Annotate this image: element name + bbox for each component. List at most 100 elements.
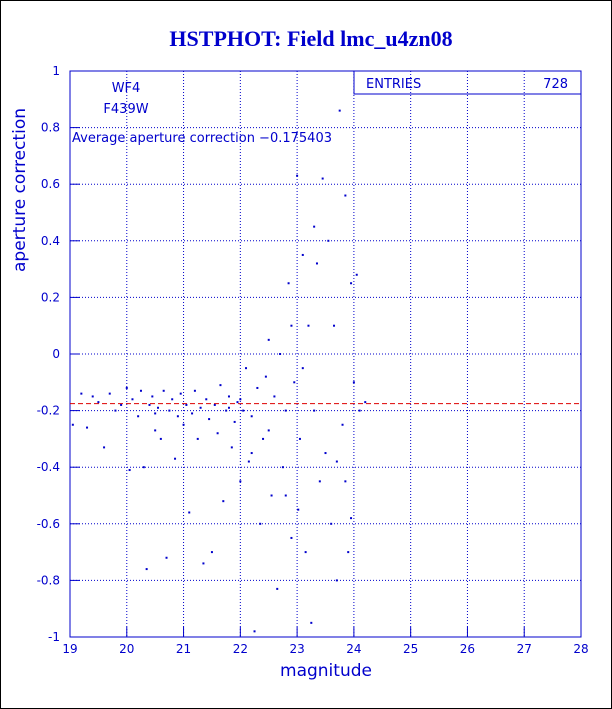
point (80, 392, 83, 395)
point (279, 353, 282, 355)
x-tick-label: 24 (346, 642, 361, 656)
point (199, 406, 202, 409)
point (154, 412, 157, 415)
point (222, 500, 225, 503)
point (301, 367, 304, 370)
point (310, 621, 313, 624)
point (208, 418, 211, 421)
point (168, 409, 171, 412)
point (333, 324, 336, 327)
point (148, 403, 151, 406)
point (293, 381, 296, 384)
point (176, 415, 179, 418)
point (250, 415, 253, 418)
point (327, 239, 330, 242)
point (290, 324, 293, 327)
x-tick-label: 28 (573, 642, 588, 656)
point (262, 437, 265, 440)
y-tick-label: 0.4 (41, 234, 60, 248)
point (364, 401, 367, 404)
point (191, 412, 194, 415)
point (233, 420, 236, 423)
point (264, 375, 267, 378)
point (120, 403, 123, 406)
point (242, 409, 245, 412)
point (290, 536, 293, 539)
point (358, 409, 361, 412)
point (210, 551, 213, 554)
point (297, 508, 300, 511)
x-tick-label: 19 (62, 642, 77, 656)
y-tick-label: 0.6 (41, 177, 60, 191)
y-tick-label: 1 (52, 64, 60, 78)
annotation: Average aperture correction −0.175403 (72, 131, 332, 146)
point (281, 466, 284, 469)
x-tick-label: 20 (119, 642, 134, 656)
point (171, 398, 174, 401)
x-axis-label: magnitude (280, 661, 372, 681)
point (128, 469, 131, 472)
point (86, 426, 89, 429)
point (230, 446, 233, 449)
point (137, 415, 140, 418)
point (159, 437, 162, 440)
point (236, 401, 239, 404)
point (330, 522, 333, 525)
y-tick-label: -0.4 (37, 460, 60, 474)
point (350, 517, 353, 520)
point (313, 225, 316, 228)
point (165, 556, 168, 559)
point (151, 395, 154, 398)
point (284, 494, 287, 497)
annotation: F439W (103, 102, 148, 117)
point (97, 401, 100, 404)
point (318, 480, 321, 483)
point (71, 423, 74, 426)
y-tick-label: 0 (52, 347, 60, 361)
stats-value: 728 (543, 77, 568, 92)
point (284, 409, 287, 412)
stats-label: ENTRIES (366, 77, 421, 92)
point (287, 282, 290, 285)
point (114, 409, 117, 412)
point (213, 403, 216, 406)
point (298, 437, 301, 440)
point (205, 398, 208, 401)
plot-frame (69, 70, 582, 638)
point (267, 338, 270, 341)
point (188, 511, 191, 514)
point (131, 398, 134, 401)
point (355, 273, 358, 276)
x-tick-label: 22 (233, 642, 248, 656)
y-axis-label: aperture correction (10, 108, 30, 272)
point (273, 395, 276, 398)
point (350, 282, 353, 285)
point (139, 389, 142, 392)
point (125, 386, 128, 389)
x-tick-label: 27 (517, 642, 532, 656)
point (247, 460, 250, 463)
y-tick-label: -1 (48, 630, 60, 644)
point (250, 452, 253, 455)
y-tick-label: -0.6 (37, 517, 60, 531)
point (216, 432, 219, 435)
point (91, 395, 94, 398)
point (239, 480, 242, 483)
point (276, 587, 279, 590)
x-tick-label: 21 (176, 642, 191, 656)
point (225, 409, 228, 412)
point (196, 437, 199, 440)
point (335, 460, 338, 463)
point (145, 568, 148, 571)
point (324, 452, 327, 455)
point (174, 457, 177, 460)
point (313, 409, 316, 412)
x-tick-label: 25 (403, 642, 418, 656)
point (142, 466, 145, 469)
point (301, 253, 304, 256)
point (344, 194, 347, 197)
y-tick-label: -0.8 (37, 573, 60, 587)
